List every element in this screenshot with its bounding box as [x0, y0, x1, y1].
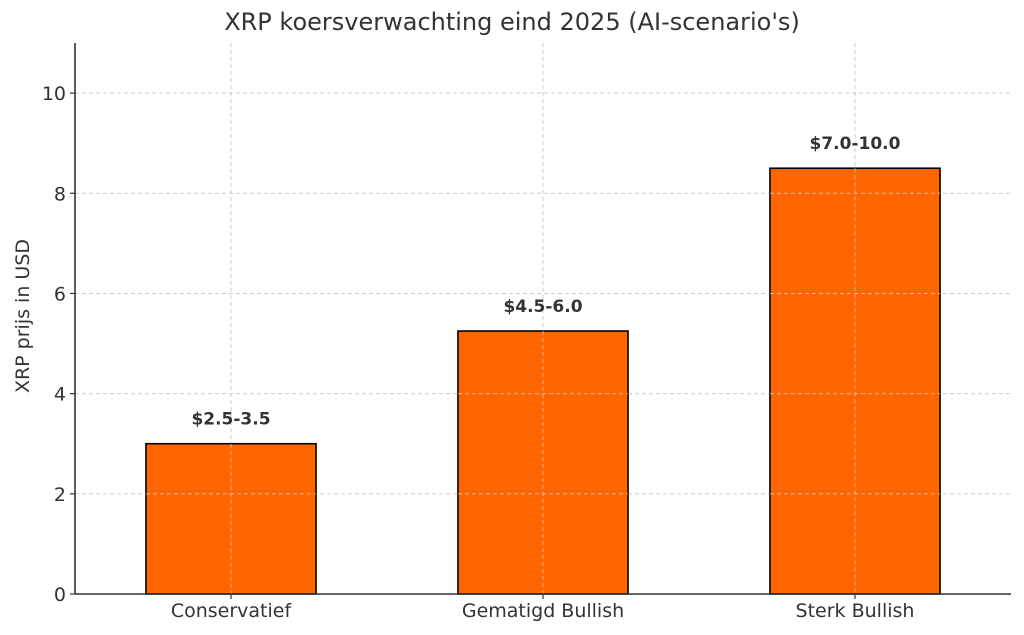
- y-tick-label: 0: [54, 584, 66, 606]
- x-tick-label: Gematigd Bullish: [462, 600, 624, 622]
- y-tick-label: 6: [54, 283, 66, 305]
- bar: [457, 330, 629, 595]
- x-tick-label: Sterk Bullish: [796, 600, 915, 622]
- y-tick-label: 4: [54, 384, 66, 406]
- bar-value-label: $2.5-3.5: [191, 410, 270, 430]
- x-tick-label: Conservatief: [171, 600, 293, 622]
- bar-value-label: $4.5-6.0: [503, 297, 582, 317]
- y-tick-label: 8: [54, 183, 66, 205]
- bar: [145, 442, 317, 595]
- y-tick-label: 2: [54, 484, 66, 506]
- y-tick-label: 10: [42, 83, 66, 105]
- chart-title: XRP koersverwachting eind 2025 (AI-scena…: [224, 8, 800, 36]
- bar-value-label: $7.0-10.0: [810, 134, 901, 154]
